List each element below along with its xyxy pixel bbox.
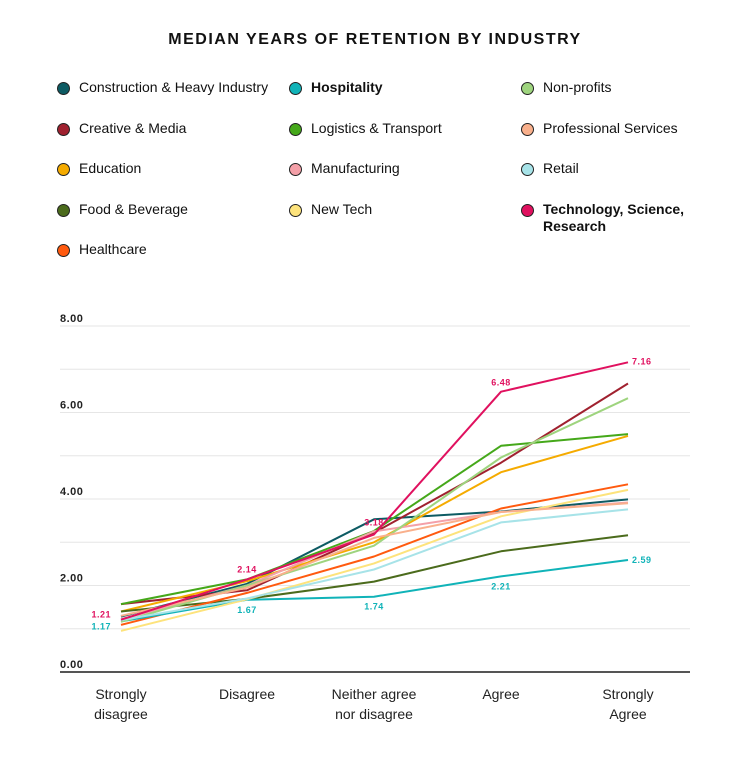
- legend-label: Construction & Heavy Industry: [79, 79, 269, 95]
- legend-item-manufacturing: Manufacturing: [289, 160, 509, 177]
- legend-label: Food & Beverage: [79, 200, 188, 217]
- legend-swatch: [521, 203, 534, 217]
- data-label-technology-science-research: 6.48: [491, 378, 511, 388]
- legend-swatch: [289, 82, 302, 95]
- legend-label: New Tech: [311, 200, 373, 217]
- data-label-hospitality: 2.21: [491, 581, 511, 591]
- data-label-hospitality: 1.74: [364, 602, 384, 612]
- x-tick-label-line: Strongly: [95, 686, 147, 702]
- legend-label: Technology, Science, Research: [543, 200, 685, 234]
- legend-swatch: [289, 163, 302, 176]
- legend-item-food-beverage: Food & Beverage: [57, 201, 277, 218]
- x-tick-label: Agree: [441, 684, 561, 704]
- data-label-technology-science-research: 2.14: [237, 564, 257, 574]
- legend-item-retail: Retail: [521, 160, 741, 177]
- legend-item-creative-media: Creative & Media: [57, 120, 277, 137]
- x-tick-label-line: Neither agree: [331, 686, 417, 702]
- x-tick-label-line: Strongly: [602, 686, 654, 702]
- legend-swatch: [289, 122, 302, 136]
- legend-swatch: [521, 122, 534, 136]
- series-line-education: [120, 434, 629, 613]
- x-tick-label-line: Disagree: [218, 686, 276, 702]
- legend-swatch: [57, 163, 70, 176]
- legend-item-construction-heavy-industry: Construction & Heavy Industry: [57, 79, 277, 96]
- legend-item-hospitality: Hospitality: [289, 79, 509, 96]
- x-tick-label: Strongly Agree: [568, 684, 688, 724]
- data-label-technology-science-research: 7.16: [632, 356, 652, 366]
- legend-swatch: [57, 82, 70, 95]
- legend-item-logistics-transport: Logistics & Transport: [289, 120, 509, 137]
- legend-item-non-profits: Non-profits: [521, 79, 741, 96]
- y-tick-label: 8.00: [60, 313, 83, 325]
- legend-label: Education: [79, 160, 142, 176]
- legend-label: Healthcare: [79, 241, 147, 257]
- legend-label: Creative & Media: [79, 119, 187, 136]
- data-label-hospitality: 1.67: [237, 605, 257, 615]
- legend-label: Logistics & Transport: [311, 119, 442, 136]
- x-tick-label-line: nor disagree: [335, 706, 413, 722]
- series-line-retail: [120, 508, 629, 622]
- x-tick-label-line: disagree: [94, 706, 148, 722]
- legend-item-technology-science-research: Technology, Science, Research: [521, 201, 741, 235]
- x-tick-label: Strongly disagree: [61, 684, 181, 724]
- chart-title: MEDIAN YEARS OF RETENTION BY INDUSTRY: [168, 31, 582, 48]
- series-line-healthcare: [120, 483, 629, 626]
- legend-label: Manufacturing: [311, 160, 400, 176]
- series-line-technology-science-research: [120, 361, 629, 621]
- x-tick-label: Disagree: [187, 684, 307, 704]
- data-label-hospitality: 2.59: [632, 555, 652, 565]
- y-tick-label: 2.00: [60, 573, 83, 585]
- legend-swatch: [521, 163, 534, 176]
- data-label-hospitality: 1.17: [91, 621, 111, 631]
- legend-swatch: [521, 82, 534, 95]
- series-line-creative-media: [120, 382, 629, 606]
- y-tick-label: 4.00: [60, 486, 83, 498]
- x-tick-label-line: Agree: [482, 686, 520, 702]
- series-line-hospitality: [120, 559, 629, 623]
- legend-item-education: Education: [57, 160, 277, 177]
- legend-label: Retail: [543, 160, 579, 176]
- legend-item-professional-services: Professional Services: [521, 120, 741, 137]
- data-label-technology-science-research: 1.21: [91, 610, 111, 620]
- legend-item-healthcare: Healthcare: [57, 241, 277, 258]
- legend-swatch: [57, 122, 70, 136]
- series-line-new-tech: [120, 488, 629, 632]
- legend-item-new-tech: New Tech: [289, 201, 509, 218]
- legend-label: Non-profits: [543, 79, 612, 95]
- series-line-professional-services: [120, 502, 629, 617]
- x-tick-label: Neither agree nor disagree: [314, 684, 434, 724]
- legend-swatch: [57, 244, 70, 257]
- legend-label: Professional Services: [543, 119, 678, 136]
- legend-label: Hospitality: [311, 79, 383, 95]
- legend-swatch: [289, 203, 302, 217]
- y-tick-label: 6.00: [60, 400, 83, 412]
- legend-swatch: [57, 203, 70, 217]
- data-label-technology-science-research: 3.18: [364, 517, 384, 527]
- x-tick-label-line: Agree: [609, 706, 647, 722]
- y-tick-label: 0.00: [60, 659, 83, 671]
